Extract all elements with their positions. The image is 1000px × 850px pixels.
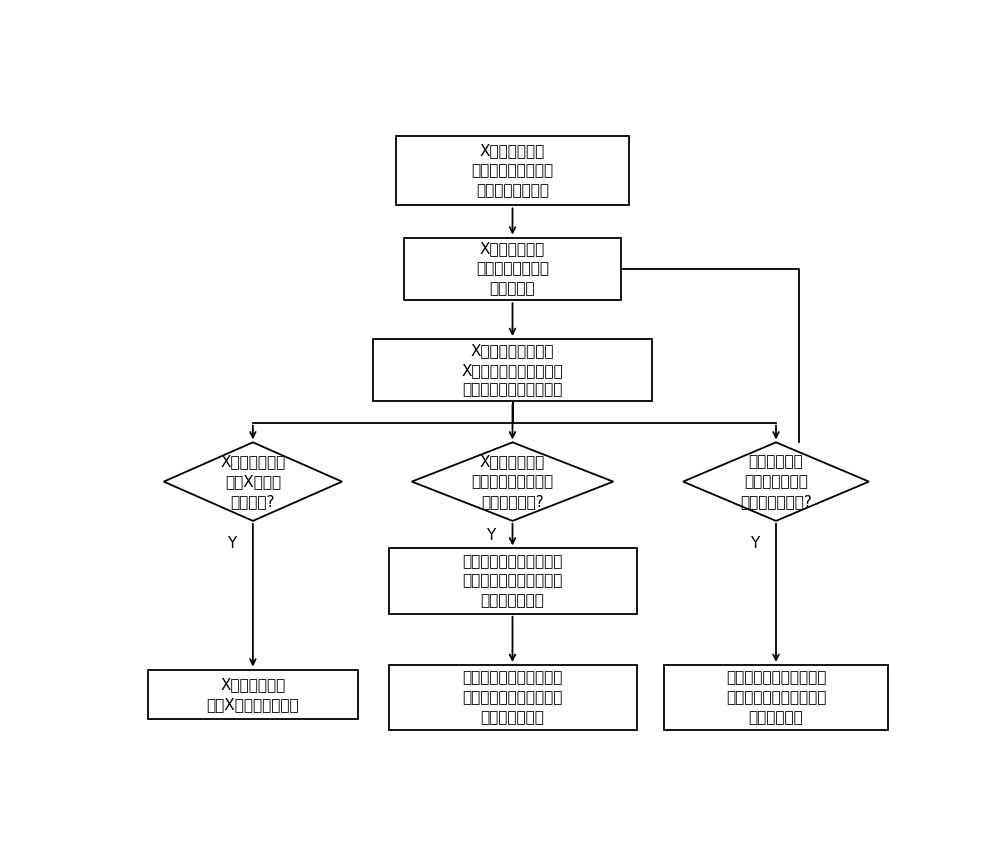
- Polygon shape: [164, 442, 342, 521]
- Bar: [404, 238, 621, 300]
- Text: 创建用于处理管理显卡及
处理显示输出的显卡管理
绘图子系统线程: 创建用于处理管理显卡及 处理显示输出的显卡管理 绘图子系统线程: [462, 554, 563, 609]
- Text: Y: Y: [750, 536, 759, 552]
- Text: X服务器主线程
响应X客户端程序请求: X服务器主线程 响应X客户端程序请求: [207, 677, 299, 711]
- Text: 通过显卡管理绘图子系统
线程来执行管理显卡及处
理显示输出请求: 通过显卡管理绘图子系统 线程来执行管理显卡及处 理显示输出请求: [462, 671, 563, 725]
- Text: X服务器主线程
执行输入设备初始化
和输出设备初始化: X服务器主线程 执行输入设备初始化 和输出设备初始化: [471, 144, 554, 198]
- Bar: [396, 136, 629, 205]
- Polygon shape: [683, 442, 869, 521]
- Text: 输入事件处理子系统线程
取出输入设备事件，响应
输入设备事件: 输入事件处理子系统线程 取出输入设备事件，响应 输入设备事件: [726, 671, 826, 725]
- Bar: [373, 339, 652, 401]
- Text: X服务器主线程
收到管理显卡及处理
显示输出请求?: X服务器主线程 收到管理显卡及处理 显示输出请求?: [471, 454, 554, 509]
- Text: Y: Y: [486, 528, 495, 543]
- Text: X服务器主线程
建立输入事件处理
子系统线程: X服务器主线程 建立输入事件处理 子系统线程: [476, 241, 549, 296]
- Text: 输入事件处理
子系统线程监听
到输入设备事件?: 输入事件处理 子系统线程监听 到输入设备事件?: [740, 454, 812, 509]
- Text: X服务器主线程监听
X客户端程序请求和管理
显卡及处理显示输出请求: X服务器主线程监听 X客户端程序请求和管理 显卡及处理显示输出请求: [462, 343, 563, 398]
- Bar: [148, 670, 358, 719]
- Bar: [664, 665, 888, 730]
- Bar: [388, 548, 637, 614]
- Bar: [388, 665, 637, 730]
- Text: X服务器主线程
收到X客户端
程序请求?: X服务器主线程 收到X客户端 程序请求?: [220, 454, 286, 509]
- Polygon shape: [412, 442, 613, 521]
- Text: Y: Y: [227, 536, 237, 552]
